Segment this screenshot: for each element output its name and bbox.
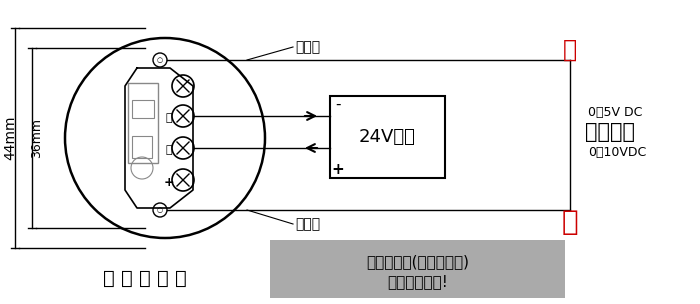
Text: －: － (563, 38, 577, 62)
Text: 定货时请说明!: 定货时请说明! (387, 274, 448, 289)
Text: 0～5V DC: 0～5V DC (588, 105, 643, 119)
Text: 调零点: 调零点 (295, 40, 320, 54)
Text: 0～10VDC: 0～10VDC (588, 146, 646, 158)
Text: ○: ○ (157, 207, 163, 213)
Text: ＋: ＋ (561, 208, 578, 236)
Text: +: + (164, 177, 174, 189)
Text: 44mm: 44mm (3, 116, 17, 160)
Text: －: － (166, 145, 172, 155)
Text: 输 出 电 压 型: 输 出 电 压 型 (103, 268, 187, 288)
Bar (132, 100, 154, 118)
Bar (270, 240, 565, 298)
Text: 36mm: 36mm (31, 118, 43, 158)
Bar (132, 136, 152, 158)
Bar (128, 83, 158, 163)
Text: -: - (335, 96, 341, 112)
Bar (330, 96, 445, 178)
Text: 24V电源: 24V电源 (359, 128, 416, 146)
Text: －: － (166, 113, 172, 123)
Text: 注：三线制(共地输出型): 注：三线制(共地输出型) (366, 254, 469, 270)
Text: +: + (332, 163, 344, 178)
Text: 调满度: 调满度 (295, 217, 320, 231)
Text: 信号输出: 信号输出 (585, 122, 635, 142)
Text: ○: ○ (157, 57, 163, 63)
